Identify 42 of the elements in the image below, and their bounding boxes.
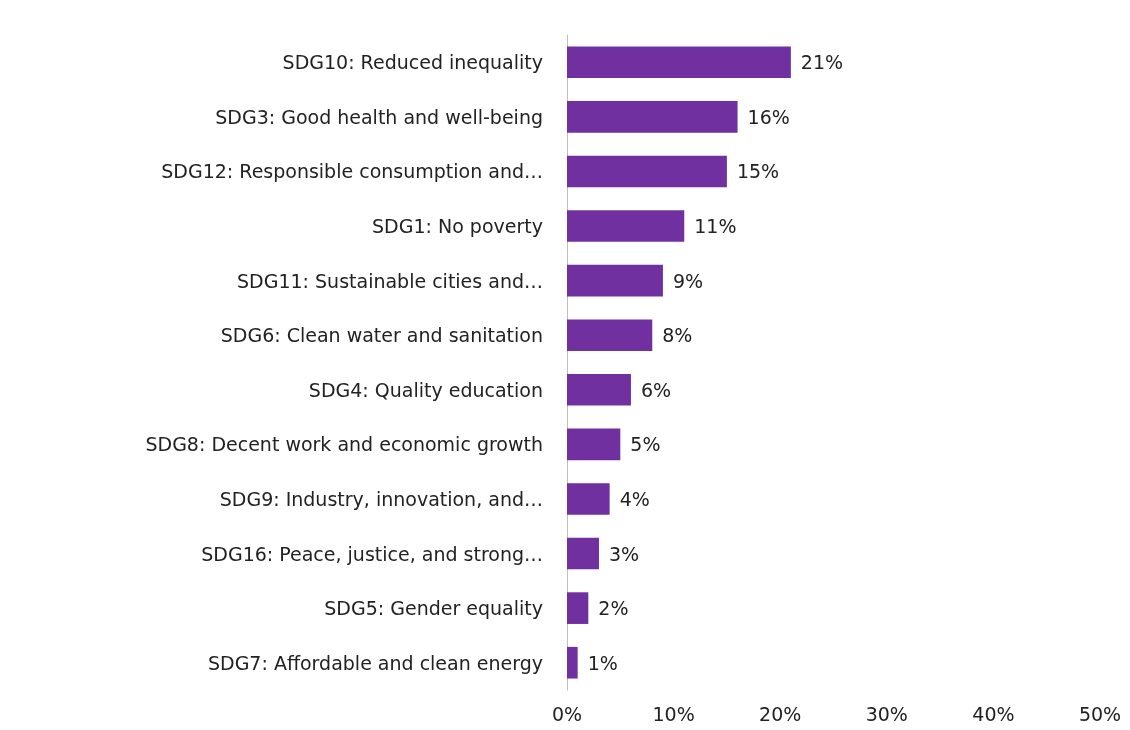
x-tick-label: 0%: [551, 702, 583, 725]
bar: [567, 264, 663, 297]
bar: [567, 428, 621, 461]
bar: [567, 373, 631, 406]
y-tick-label: SDG1: No poverty: [372, 215, 543, 238]
y-tick-label: SDG11: Sustainable cities and…: [237, 269, 543, 292]
data-label: 1%: [587, 651, 618, 674]
data-label: 8%: [662, 324, 693, 347]
y-tick-label: SDG10: Reduced inequality: [282, 51, 543, 74]
bar: [567, 46, 791, 79]
bar: [567, 210, 685, 242]
y-tick-label: SDG5: Gender equality: [324, 597, 543, 620]
bar: [567, 537, 599, 570]
data-label: 6%: [640, 378, 672, 401]
data-label: 5%: [630, 433, 661, 456]
data-label: 16%: [747, 105, 790, 128]
bar: [567, 483, 610, 515]
data-label: 9%: [672, 269, 704, 292]
y-tick-label: SDG4: Quality education: [308, 378, 543, 401]
bar: [567, 592, 589, 624]
y-tick-label: SDG3: Good health and well-being: [215, 105, 543, 128]
x-tick-label: 10%: [652, 702, 695, 725]
bar: [567, 646, 578, 679]
y-tick-label: SDG9: Industry, innovation, and…: [219, 487, 543, 510]
bar: [567, 155, 727, 188]
y-tick-label: SDG8: Decent work and economic growth: [145, 433, 543, 456]
x-tick-label: 20%: [759, 702, 802, 725]
data-label: 15%: [736, 160, 780, 183]
x-tick-label: 50%: [1078, 702, 1122, 725]
bar: [567, 101, 738, 133]
data-label: 21%: [800, 51, 844, 74]
x-tick-label: 40%: [972, 702, 1015, 725]
y-tick-label: SDG7: Affordable and clean energy: [207, 651, 543, 674]
data-label: 3%: [608, 542, 640, 565]
y-tick-label: SDG6: Clean water and sanitation: [220, 324, 543, 347]
data-label: 11%: [694, 215, 737, 238]
y-tick-label: SDG12: Responsible consumption and…: [161, 160, 543, 183]
data-label: 2%: [598, 597, 629, 620]
bar: [567, 319, 653, 352]
y-tick-label: SDG16: Peace, justice, and strong…: [201, 542, 543, 565]
x-tick-label: 30%: [865, 702, 908, 725]
data-label: 4%: [619, 487, 650, 510]
